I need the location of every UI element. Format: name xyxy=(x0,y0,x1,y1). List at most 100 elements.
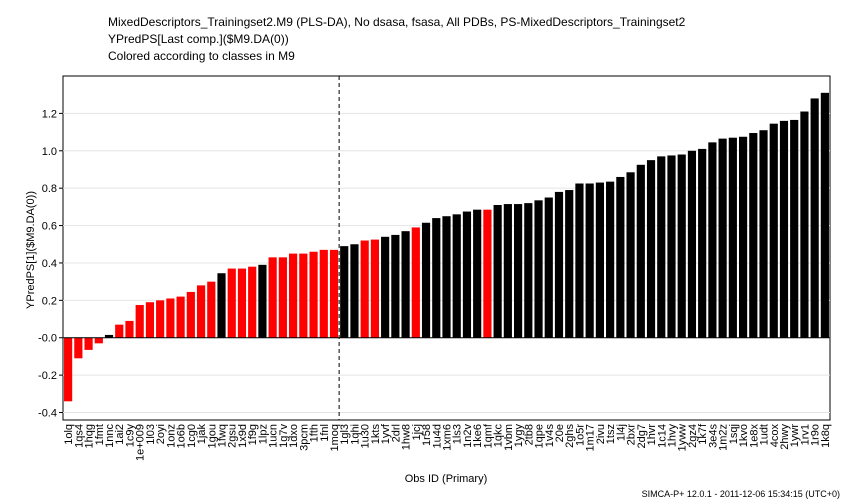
bar xyxy=(626,172,635,338)
bar xyxy=(340,246,349,338)
x-tick-label: 1o6b xyxy=(176,424,188,448)
x-tick-label: 1fwq xyxy=(217,424,229,447)
bar xyxy=(636,164,645,338)
bar xyxy=(779,120,789,338)
x-tick-label: 1kts xyxy=(370,424,382,445)
y-tick-label: -0.2 xyxy=(38,370,57,382)
x-tick-label: 1f9g xyxy=(247,424,259,445)
x-tick-label: 1v4s xyxy=(544,424,556,448)
x-tick-label: 2gsu xyxy=(227,424,239,448)
x-tick-label: 1xm6 xyxy=(442,424,454,451)
bar xyxy=(513,204,523,338)
x-tick-label: 1yww xyxy=(677,424,689,452)
bar xyxy=(258,264,267,338)
bar xyxy=(186,291,195,338)
x-tick-label: 1ucn xyxy=(268,424,280,448)
bar xyxy=(135,305,144,338)
bar xyxy=(299,253,308,338)
bar xyxy=(125,320,134,338)
x-tick-label: 2bxr xyxy=(626,424,638,446)
x-tick-label: 1o5r xyxy=(574,424,586,446)
bar xyxy=(217,273,226,338)
bar xyxy=(493,205,502,338)
x-tick-label: 1qpe xyxy=(534,424,546,448)
bar xyxy=(616,176,625,338)
bar xyxy=(145,302,155,338)
y-tick-label: 1.0 xyxy=(42,146,57,158)
bar xyxy=(176,296,185,338)
x-tick-label: 1m17 xyxy=(585,424,597,452)
bar xyxy=(800,111,809,338)
bar xyxy=(289,253,298,338)
x-tick-label: 1hvr xyxy=(646,424,658,446)
bar xyxy=(329,249,339,338)
bar xyxy=(94,337,103,344)
footer: SIMCA-P+ 12.0.1 - 2011-12-06 15:34:15 (U… xyxy=(642,489,840,499)
bar xyxy=(166,298,175,338)
y-tick-label: -0.4 xyxy=(38,408,57,420)
y-tick-label: 0.8 xyxy=(42,183,57,195)
bar xyxy=(248,266,257,338)
x-tick-label: 1l03 xyxy=(145,424,157,445)
x-tick-label: 1onz xyxy=(165,424,177,448)
bar xyxy=(115,324,124,338)
bar xyxy=(667,155,676,338)
x-tick-label: 1qs4 xyxy=(73,424,85,448)
x-tick-label: 2tb8 xyxy=(523,424,535,445)
x-tick-label: 2drl xyxy=(390,424,402,442)
plot-area xyxy=(62,75,831,421)
x-tick-label: 1u30 xyxy=(360,424,372,448)
x-tick-label: 1yvf xyxy=(380,423,392,444)
x-tick-label: 1tsz xyxy=(605,424,617,444)
bar xyxy=(554,191,564,338)
x-tick-label: 1fmt xyxy=(94,424,106,445)
y-tick-label: 0.6 xyxy=(42,221,57,233)
x-tick-label: 1m2z xyxy=(718,424,730,451)
bar xyxy=(575,183,584,338)
bar xyxy=(196,285,206,338)
chart-subtitle: YPredPS[Last comp.]($M9.DA(0)) xyxy=(108,32,289,46)
bar xyxy=(74,337,83,359)
x-tick-label: 2dg7 xyxy=(636,424,648,448)
bar xyxy=(421,222,431,338)
x-tick-label: 1k8q xyxy=(820,424,832,448)
x-tick-label: 1ai2 xyxy=(114,424,126,445)
bar xyxy=(401,231,410,338)
x-tick-label: 1fth xyxy=(309,424,321,442)
bar xyxy=(759,130,768,338)
bar xyxy=(544,197,553,338)
x-tick-label: 1x9d xyxy=(237,424,249,448)
x-tick-label: 1jak xyxy=(196,424,208,445)
x-tick-label: 4cox xyxy=(769,424,781,448)
x-tick-label: 1c14 xyxy=(656,424,668,448)
x-tick-label: 1r9o xyxy=(810,424,822,446)
bar xyxy=(432,218,441,338)
x-tick-label: 1udt xyxy=(759,424,771,445)
x-tick-label: 3e4s xyxy=(707,424,719,448)
x-tick-label: 1ywr xyxy=(789,424,801,448)
x-tick-label: 1hw8 xyxy=(401,424,413,450)
bar xyxy=(411,227,420,338)
bar xyxy=(565,190,574,338)
x-tick-label: 1qhi xyxy=(349,424,361,445)
bar xyxy=(350,244,359,338)
x-tick-label: 1moq xyxy=(329,424,341,452)
y-tick-label: 1.2 xyxy=(42,108,57,120)
x-tick-label: 1ke6 xyxy=(472,424,484,448)
bar xyxy=(442,216,451,338)
bar xyxy=(738,136,748,338)
x-tick-label: 1lpz xyxy=(257,424,269,444)
x-tick-label: 1dxo xyxy=(288,424,300,448)
bar xyxy=(381,236,390,338)
x-axis-label: Obs ID (Primary) xyxy=(405,473,488,485)
x-tick-label: 1gou xyxy=(206,424,218,448)
x-tick-label: 1qmf xyxy=(482,423,494,448)
bar xyxy=(708,142,717,338)
x-tick-label: 1ygy xyxy=(513,424,525,448)
bar xyxy=(104,334,114,338)
x-tick-label: 1vbm xyxy=(503,424,515,451)
bar xyxy=(319,249,328,338)
x-tick-label: 1sqj xyxy=(728,424,740,444)
x-tick-label: 1n2v xyxy=(462,424,474,448)
bar xyxy=(698,148,707,338)
